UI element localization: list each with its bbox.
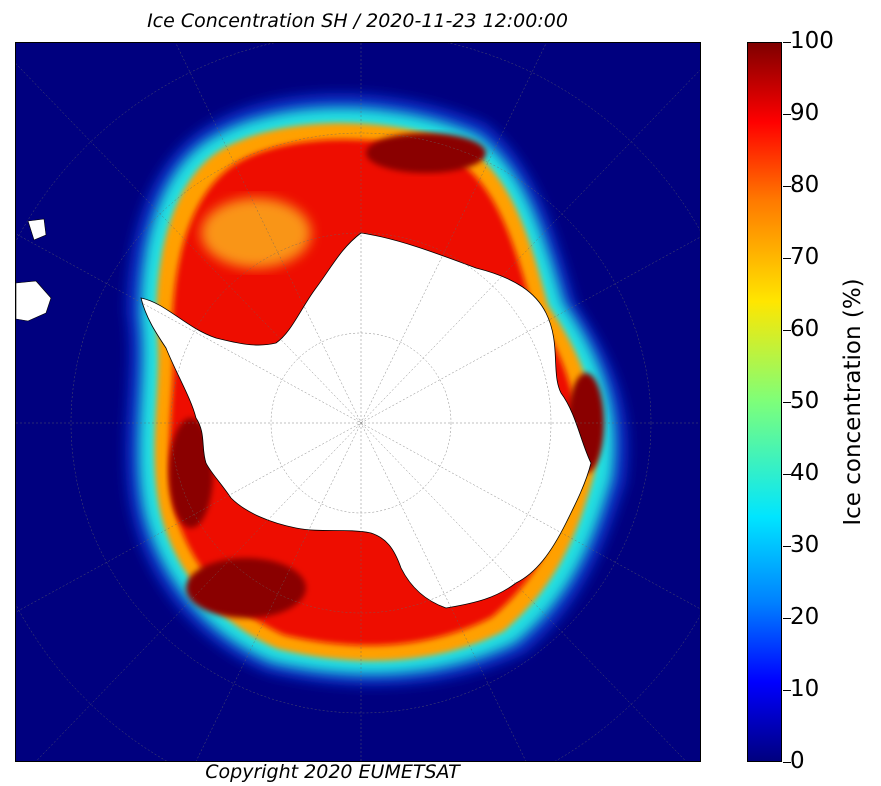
colorbar-tick-label: 0 <box>790 748 805 774</box>
colorbar-tick <box>783 762 791 763</box>
colorbar-tick-label: 40 <box>790 460 820 486</box>
colorbar-tick-label: 30 <box>790 532 820 558</box>
colorbar-tick-label: 20 <box>790 604 820 630</box>
colorbar-tick <box>783 186 791 187</box>
colorbar-tick <box>783 474 791 475</box>
ice-core-patch <box>366 133 486 173</box>
graticule <box>16 43 700 761</box>
map-title: Ice Concentration SH / 2020-11-23 12:00:… <box>147 10 568 32</box>
colorbar-tick <box>783 618 791 619</box>
colorbar-tick <box>783 690 791 691</box>
colorbar-tick-label: 90 <box>790 100 820 126</box>
colorbar <box>747 42 782 762</box>
copyright-notice: Copyright 2020 EUMETSAT <box>205 761 460 783</box>
ice-yellow-patch <box>201 198 311 268</box>
colorbar-tick <box>783 546 791 547</box>
island-land <box>27 218 47 241</box>
ice-core-patch <box>186 558 306 618</box>
colorbar-label: Ice concentration (%) <box>840 278 866 526</box>
colorbar-tick-label: 60 <box>790 316 820 342</box>
sea-ice-map <box>15 42 701 762</box>
colorbar-tick <box>783 114 791 115</box>
map-svg <box>16 43 700 761</box>
colorbar-tick-label: 10 <box>790 676 820 702</box>
colorbar-tick <box>783 402 791 403</box>
colorbar-tick <box>783 330 791 331</box>
ice-core-patch <box>169 418 213 528</box>
colorbar-tick-label: 50 <box>790 388 820 414</box>
colorbar-tick <box>783 42 791 43</box>
colorbar-tick <box>783 258 791 259</box>
colorbar-tick-label: 70 <box>790 244 820 270</box>
south-america-land <box>16 280 52 322</box>
colorbar-tick-label: 80 <box>790 172 820 198</box>
colorbar-tick-label: 100 <box>790 28 834 54</box>
